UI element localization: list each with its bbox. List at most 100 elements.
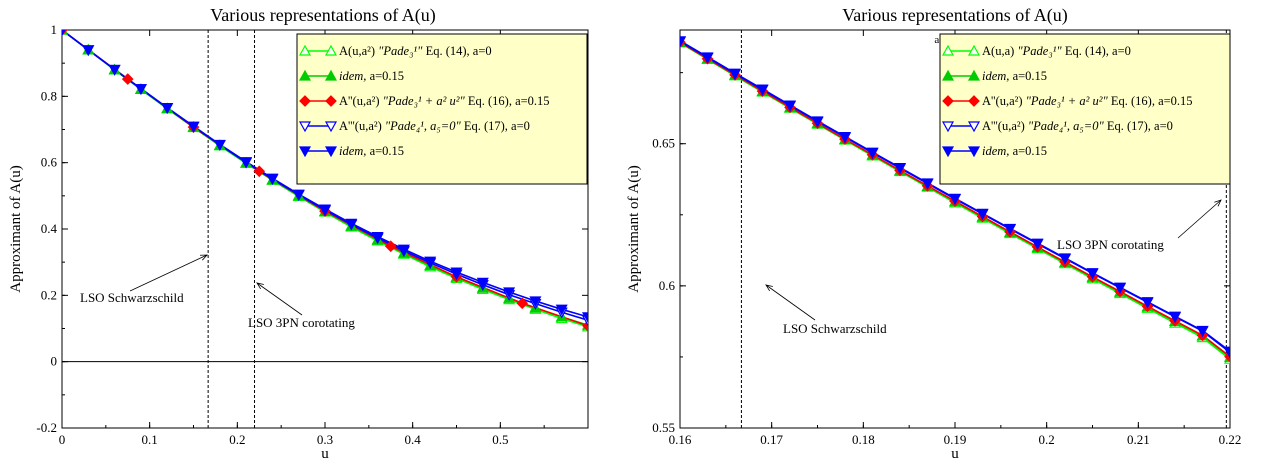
data-point [424, 256, 437, 268]
legend-marker [324, 69, 338, 81]
y-tick-label: 0.6 [41, 155, 58, 170]
data-point [82, 45, 95, 57]
y-tick-label: 0.65 [652, 136, 675, 151]
lso-label: LSO Schwarzschild [80, 290, 184, 305]
legend: A(u,a) "Pade₃¹" Eq. (14), a=0 idem, a=0.1… [939, 33, 1231, 185]
legend-label: A''(u,a²) "Pade₃¹ + a² u²" Eq. (16), a=0… [982, 94, 1193, 108]
data-point [476, 277, 489, 289]
data-point [811, 116, 824, 128]
legend-label: A(u,a²) "Pade₃¹" Eq. (14), a=0 [339, 44, 492, 58]
legend-marker [967, 69, 981, 81]
lso-label: LSO Schwarzschild [783, 321, 887, 336]
data-point [253, 165, 266, 178]
legend-label: A''(u,a²) "Pade₃¹ + a² u²" Eq. (16), a=0… [339, 94, 550, 108]
lso-arrowhead [1214, 199, 1222, 207]
data-point [187, 121, 200, 133]
legend-label: A'''(u,a²) "Pade₄¹, a₅=0" Eq. (17), a=0 [982, 119, 1173, 133]
lso-arrow [129, 254, 208, 292]
lso-label: LSO 3PN corotating [248, 315, 355, 330]
data-point [240, 157, 253, 168]
y-tick-label: 0.55 [652, 420, 675, 435]
y-tick-label: 0.6 [659, 278, 676, 293]
data-point [516, 297, 529, 310]
data-point [756, 84, 769, 96]
data-point [1168, 311, 1182, 323]
data-point [1141, 297, 1154, 309]
x-axis-label: u [951, 446, 959, 462]
x-tick-label: 0.16 [669, 432, 692, 447]
data-point [213, 139, 226, 151]
data-point [1086, 268, 1099, 280]
data-point [292, 189, 305, 201]
data-point [134, 84, 147, 95]
x-tick-label: 0.22 [1219, 432, 1242, 447]
x-tick-label: 0.5 [492, 432, 508, 447]
y-axis-label: Approximant of A(u) [626, 165, 642, 292]
y-tick-label: 0.2 [41, 287, 57, 302]
y-tick-label: 0.4 [41, 221, 58, 236]
data-point [161, 103, 174, 114]
lso-arrow [256, 282, 303, 316]
data-point [450, 267, 463, 279]
legend-marker [941, 146, 955, 158]
legend-label: idem, a=0.15 [339, 69, 404, 83]
legend-marker [324, 44, 338, 56]
data-point [581, 312, 588, 324]
lso-arrow [1177, 199, 1222, 239]
legend-marker [324, 121, 338, 133]
legend-label: idem, a=0.15 [982, 144, 1047, 158]
data-point [1058, 253, 1072, 265]
y-tick-label: 0 [51, 354, 58, 369]
x-tick-label: 0.21 [1127, 432, 1150, 447]
lso-arrow [765, 284, 816, 321]
data-point [397, 244, 410, 256]
data-point [529, 296, 542, 308]
legend-label: A(u,a) "Pade₃¹" Eq. (14), a=0 [982, 44, 1131, 58]
x-axis-label: u [321, 446, 329, 462]
data-point [1113, 282, 1127, 294]
series-group [62, 30, 588, 332]
data-point [783, 100, 797, 112]
data-point [701, 52, 714, 64]
x-tick-label: 0.18 [852, 432, 875, 447]
x-tick-label: 0.19 [944, 432, 967, 447]
data-point [728, 68, 742, 80]
data-point [976, 208, 989, 220]
y-tick-label: 0.8 [41, 88, 57, 103]
legend-marker [298, 121, 312, 133]
x-tick-label: 0.17 [760, 432, 783, 447]
legend-marker [298, 44, 312, 56]
chart-title: Various representations of A(u) [842, 5, 1067, 26]
data-point [921, 178, 934, 190]
legend-box [939, 33, 1231, 185]
y-axis-label: Approximant of A(u) [8, 165, 24, 292]
data-point [948, 193, 962, 205]
data-point [838, 132, 852, 143]
data-point [1003, 223, 1017, 235]
data-point [108, 64, 121, 76]
chart-title: Various representations of A(u) [210, 5, 435, 26]
series-group [680, 36, 1230, 364]
data-point [318, 204, 332, 216]
legend-box [296, 33, 588, 185]
legend-marker [967, 121, 981, 133]
data-point [384, 240, 397, 253]
data-point [62, 30, 66, 37]
lso-label: LSO 3PN corotating [1057, 237, 1164, 252]
legend-marker [298, 69, 312, 81]
lso-arrowhead [765, 284, 773, 292]
legend-label: A'''(u,a²) "Pade₄¹, a₅=0" Eq. (17), a=0 [339, 119, 530, 133]
legend-marker [941, 121, 955, 133]
legend-marker [967, 44, 981, 56]
data-point [1031, 238, 1044, 250]
lso-arrowhead [199, 254, 208, 261]
lso-arrowhead [256, 282, 264, 290]
x-tick-label: 0 [59, 432, 66, 447]
x-tick-label: 0.3 [317, 432, 333, 447]
data-point [1223, 346, 1230, 358]
data-point [266, 173, 279, 185]
data-point [555, 304, 568, 316]
y-tick-label: -0.2 [36, 420, 57, 435]
legend-marker [967, 146, 981, 158]
